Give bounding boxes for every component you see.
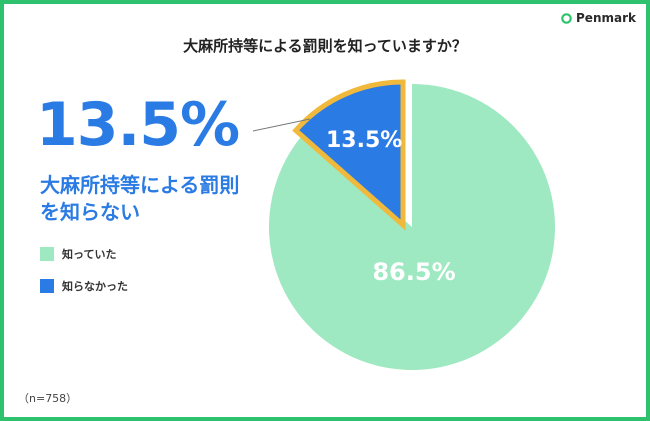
legend: 知っていた 知らなかった	[40, 246, 128, 310]
highlight-value: 13.5%	[36, 90, 240, 160]
legend-label-known: 知っていた	[62, 248, 117, 261]
legend-item-unknown: 知らなかった	[40, 278, 128, 294]
brand: Penmark	[561, 11, 636, 25]
pie-label-unknown: 13.5%	[326, 128, 402, 153]
highlight-label-line-2: を知らない	[40, 200, 140, 224]
pie-slice-known	[269, 84, 556, 370]
legend-label-unknown: 知らなかった	[62, 280, 128, 293]
legend-swatch-known	[40, 247, 54, 261]
pie-slice-unknown	[292, 79, 406, 231]
legend-swatch-unknown	[40, 279, 54, 293]
brand-name: Penmark	[576, 11, 636, 25]
legend-item-known: 知っていた	[40, 246, 128, 262]
pie-label-known: 86.5%	[372, 258, 455, 286]
callout-leader-line	[252, 118, 311, 132]
penmark-logo-icon	[561, 12, 572, 24]
highlight-label: 大麻所持等による罰則 を知らない	[40, 172, 270, 226]
sample-size-note: （n=758）	[18, 392, 78, 405]
chart-title: 大麻所持等による罰則を知っていますか？	[183, 37, 467, 55]
highlight-label-line-1: 大麻所持等による罰則	[40, 173, 240, 197]
